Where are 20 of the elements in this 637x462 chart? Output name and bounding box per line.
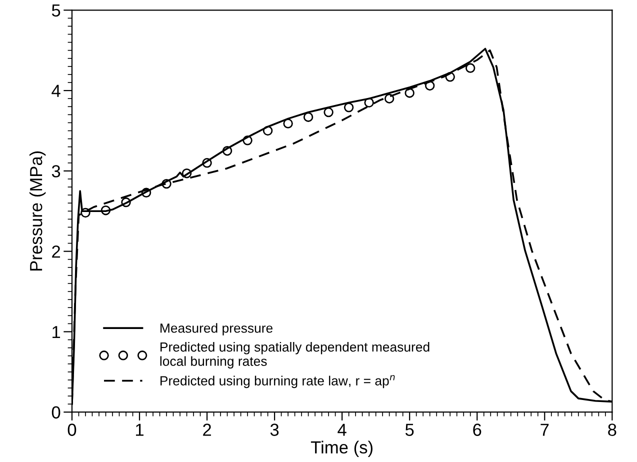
legend-label: Predicted using burning rate law, r = ap$^{n}$: [160, 375, 395, 388]
y-tick-label: 2: [52, 245, 60, 258]
legend-label: Predicted using spatially dependent measured local burning rates: [160, 342, 430, 369]
x-tick-label: 1: [136, 424, 144, 436]
y-tick-label: 1: [52, 326, 60, 338]
y-tick-label: 4: [52, 84, 60, 97]
x-tick-label: 4: [338, 424, 346, 436]
y-tick-label: 0: [52, 406, 60, 419]
x-axis-title: Time (s): [310, 440, 372, 457]
x-tick-label: 6: [473, 424, 482, 436]
y-axis-title: Pressure (MPa): [29, 151, 46, 270]
x-tick-label: 7: [540, 424, 549, 436]
x-tick-label: 5: [405, 424, 414, 436]
x-tick-label: 3: [270, 424, 279, 436]
y-tick-label: 3: [52, 165, 60, 178]
x-tick-label: 0: [68, 424, 76, 436]
legend-label: Measured pressure: [160, 323, 273, 336]
x-tick-label: 2: [203, 424, 211, 436]
x-tick-label: 8: [608, 424, 616, 436]
y-tick-label: 5: [52, 4, 60, 17]
